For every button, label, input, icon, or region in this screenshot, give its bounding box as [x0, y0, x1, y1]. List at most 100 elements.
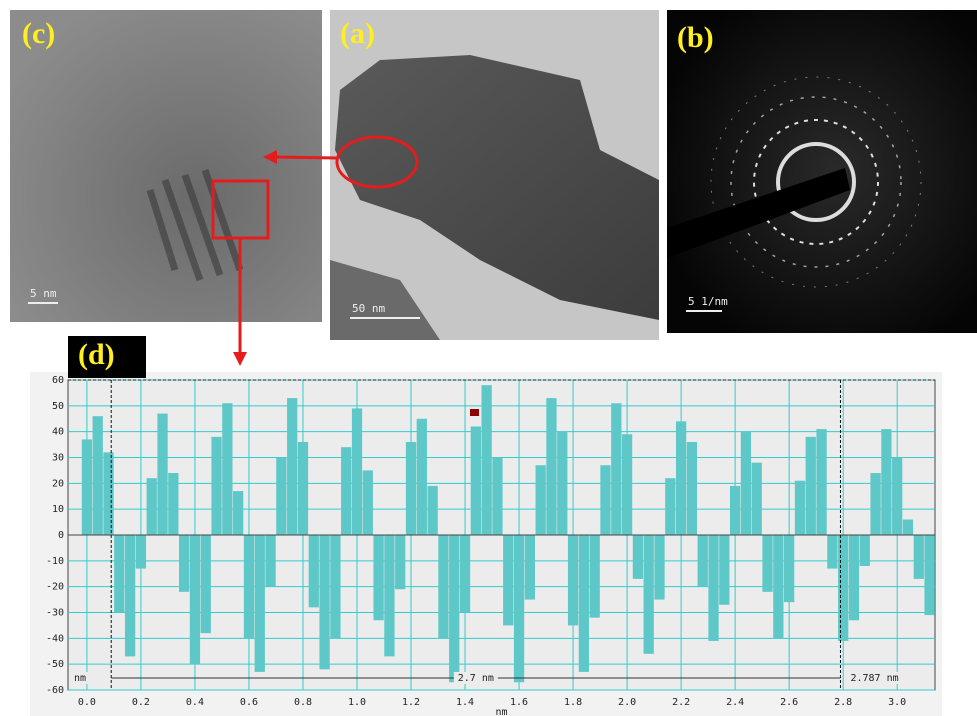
y-tick-label: 10 — [52, 504, 64, 515]
bar — [665, 478, 676, 535]
x-tick-label: 0.6 — [240, 697, 258, 708]
bar — [103, 452, 114, 535]
diffraction-rings — [710, 76, 922, 288]
bar — [600, 465, 611, 535]
bar — [200, 535, 211, 634]
bar — [816, 429, 827, 535]
bar — [902, 519, 914, 535]
x-tick-label: 0.8 — [294, 697, 312, 708]
arrow-head — [233, 352, 247, 366]
arrow-head — [263, 150, 277, 164]
x-axis-label: nm — [495, 707, 507, 716]
bar — [276, 457, 287, 535]
x-tick-label: 3.0 — [888, 697, 906, 708]
x-tick-label: 0.4 — [186, 697, 204, 708]
bar — [222, 403, 233, 535]
x-tick-label: 1.2 — [402, 697, 420, 708]
bar — [513, 535, 525, 683]
particle — [335, 55, 659, 320]
bar — [567, 535, 579, 626]
roi-ellipse — [335, 135, 419, 189]
bar — [135, 535, 147, 569]
y-tick-label: 50 — [52, 401, 64, 412]
bar — [697, 535, 708, 587]
lattice-fringes — [146, 168, 244, 282]
bar — [827, 535, 838, 569]
y-tick-label: -40 — [46, 633, 64, 644]
image-b — [667, 10, 977, 333]
x-tick-label: 0.0 — [78, 697, 96, 708]
image-c — [10, 10, 322, 322]
marker — [470, 409, 479, 416]
bar — [189, 535, 201, 665]
scale-text: 50 nm — [352, 302, 385, 315]
bar — [179, 535, 190, 592]
y-tick-label: 60 — [52, 375, 64, 386]
x-tick-label: 0.2 — [132, 697, 150, 708]
x-tick-label: 2.0 — [618, 697, 636, 708]
y-tick-label: -60 — [46, 685, 64, 696]
bar — [611, 403, 622, 535]
bar — [373, 535, 384, 621]
bar — [330, 535, 341, 639]
bar — [751, 462, 762, 535]
x-tick-label: 1.0 — [348, 697, 366, 708]
label-bg — [453, 672, 498, 684]
bar — [254, 535, 265, 672]
label-bg — [846, 672, 909, 684]
bar — [362, 470, 373, 535]
bar — [805, 436, 816, 535]
bar — [427, 485, 438, 535]
bar — [351, 408, 363, 535]
bar — [297, 442, 309, 535]
bar — [243, 535, 255, 639]
bar — [319, 535, 330, 670]
bar — [449, 535, 460, 683]
y-tick-label: 40 — [52, 427, 64, 438]
bar — [621, 434, 633, 535]
bar — [92, 416, 103, 535]
y-tick-label: -30 — [46, 608, 64, 619]
panel-label: (d) — [78, 338, 115, 371]
bar — [384, 535, 395, 657]
bar — [643, 535, 654, 654]
bar — [654, 535, 665, 600]
bar — [114, 535, 125, 613]
x-tick-label: 2.2 — [672, 697, 690, 708]
scale-text: 5 nm — [30, 287, 57, 300]
bar — [557, 431, 568, 535]
beam-stop — [667, 168, 850, 258]
x-tick-label: 2.4 — [726, 697, 744, 708]
bar — [535, 465, 546, 535]
y-tick-label: -50 — [46, 659, 64, 670]
bar — [762, 535, 773, 592]
label-box — [68, 336, 146, 378]
annotation: 2.787 nm — [850, 673, 898, 684]
bar — [892, 457, 903, 535]
bar — [675, 421, 687, 535]
arrow — [274, 155, 338, 160]
scale-text: 5 1/nm — [688, 295, 728, 308]
y-tick-label: -10 — [46, 556, 64, 567]
bar — [784, 535, 795, 603]
bar — [838, 535, 849, 641]
bar — [686, 442, 698, 535]
bar — [503, 535, 514, 626]
bar — [168, 473, 179, 535]
bar — [578, 535, 590, 672]
label-bg — [70, 672, 98, 684]
x-tick-label: 1.4 — [456, 697, 474, 708]
bar — [773, 535, 784, 639]
bar — [124, 535, 136, 657]
bar — [481, 385, 492, 535]
bar — [416, 418, 427, 535]
x-tick-label: 2.6 — [780, 697, 798, 708]
bar — [438, 535, 449, 639]
x-tick-label: 1.6 — [510, 697, 528, 708]
y-tick-label: -20 — [46, 582, 64, 593]
x-tick-label: 2.8 — [834, 697, 852, 708]
bar — [546, 398, 557, 535]
bar — [859, 535, 870, 566]
bar — [729, 485, 741, 535]
